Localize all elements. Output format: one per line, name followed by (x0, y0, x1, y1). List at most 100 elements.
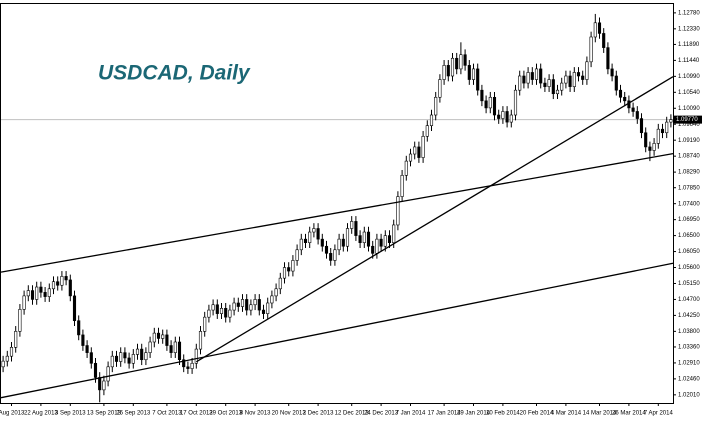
candle-body (522, 75, 526, 84)
y-tick-label: 1.06500 (678, 233, 700, 239)
candle-body (375, 238, 379, 254)
candle-body (22, 295, 26, 310)
x-tick-label: 14 Mar 2014 (583, 411, 617, 417)
candle-body (295, 249, 299, 261)
y-tick-label: 1.11890 (678, 42, 700, 48)
candle-body (446, 65, 450, 77)
candle-body (333, 249, 337, 261)
candle-body (383, 235, 387, 247)
candle-body (156, 332, 161, 339)
candle-body (442, 65, 446, 80)
candle-body (543, 82, 547, 87)
candle-body (9, 347, 14, 357)
candle-body (47, 288, 51, 297)
candle-body (581, 75, 585, 80)
candle-body (488, 96, 492, 109)
candle-body (324, 245, 329, 254)
candle-body (602, 33, 606, 48)
x-tick-label: 29 Oct 2013 (209, 411, 242, 417)
candle-body (35, 286, 39, 300)
candle-body (207, 309, 211, 318)
current-price-label: 1.09770 (676, 117, 698, 123)
y-tick-label: 1.05150 (678, 281, 700, 287)
candle-body (60, 276, 64, 286)
y-tick-label: 1.07400 (678, 201, 700, 207)
x-tick-label: 2 Dec 2013 (303, 411, 334, 417)
y-tick-label: 1.02910 (678, 361, 700, 367)
x-tick-label: 20 Nov 2013 (272, 411, 307, 417)
plot-frame (0, 3, 674, 404)
candle-body (425, 125, 429, 137)
candle-body (211, 304, 215, 311)
x-tick-label: 4 Mar 2014 (551, 411, 582, 417)
candle-body (597, 22, 602, 34)
candle-body (471, 68, 476, 80)
candle-body (266, 302, 270, 314)
trendline (0, 153, 674, 273)
candle-body (56, 281, 60, 286)
candle-body (127, 357, 131, 364)
candle-body (177, 341, 182, 361)
y-tick-label: 1.09190 (678, 138, 700, 144)
y-tick-label: 1.02010 (678, 392, 700, 398)
candle-body (18, 309, 22, 332)
candle-body (551, 79, 555, 95)
candle-body (123, 352, 127, 359)
candle-body (606, 47, 610, 70)
y-tick-label: 1.02460 (678, 376, 700, 382)
candle-body (312, 228, 316, 233)
candle-body (114, 355, 119, 362)
candle-body (656, 128, 660, 144)
candle-body (623, 96, 627, 102)
candle-body (236, 302, 240, 307)
y-tick-label: 1.03360 (678, 345, 700, 351)
candle-body (572, 72, 576, 87)
candle-body (547, 79, 551, 87)
x-tick-label: 3 Sep 2013 (55, 411, 86, 417)
x-tick-label: Aug 2013 (0, 411, 25, 417)
candle-body (203, 316, 207, 332)
x-tick-label: 26 Sep 2013 (116, 411, 151, 417)
candle-body (518, 75, 522, 91)
candle-body (287, 267, 291, 272)
candle-body (308, 231, 312, 243)
candle-body (492, 96, 497, 116)
candle-body (282, 267, 287, 279)
candle-body (190, 362, 194, 369)
candle-body (618, 89, 623, 98)
candle-body (249, 304, 253, 311)
candle-body (329, 253, 333, 261)
candle-body (39, 286, 43, 293)
candle-body (455, 57, 459, 70)
candle-body (30, 290, 35, 300)
candle-body (371, 245, 375, 254)
candle-body (350, 221, 354, 229)
candle-body (165, 334, 169, 346)
candle-body (450, 57, 455, 77)
candle-body (648, 146, 652, 151)
candle-body (110, 355, 114, 368)
candle-body (593, 22, 597, 38)
candle-body (354, 221, 358, 236)
trendline (195, 76, 674, 363)
x-tick-label: 17 Jan 2014 (428, 411, 462, 417)
x-tick-label: 7 Jan 2014 (396, 411, 426, 417)
x-tick-label: 26 Mar 2014 (612, 411, 646, 417)
candle-body (1, 360, 5, 368)
candle-body (215, 304, 219, 314)
y-tick-label: 1.06050 (678, 249, 700, 255)
candle-body (413, 146, 417, 155)
candle-body (131, 354, 135, 364)
y-tick-label: 1.10540 (678, 90, 700, 96)
candle-body (119, 352, 123, 362)
candle-body (81, 334, 85, 346)
candle-body (480, 89, 484, 102)
candle-body (278, 277, 282, 290)
candle-body (26, 290, 30, 297)
y-tick-label: 1.09640 (678, 122, 700, 128)
candle-body (652, 143, 656, 151)
candle-body (261, 309, 266, 314)
candle-body (467, 65, 471, 80)
x-tick-label: 22 Aug 2013 (24, 411, 58, 417)
